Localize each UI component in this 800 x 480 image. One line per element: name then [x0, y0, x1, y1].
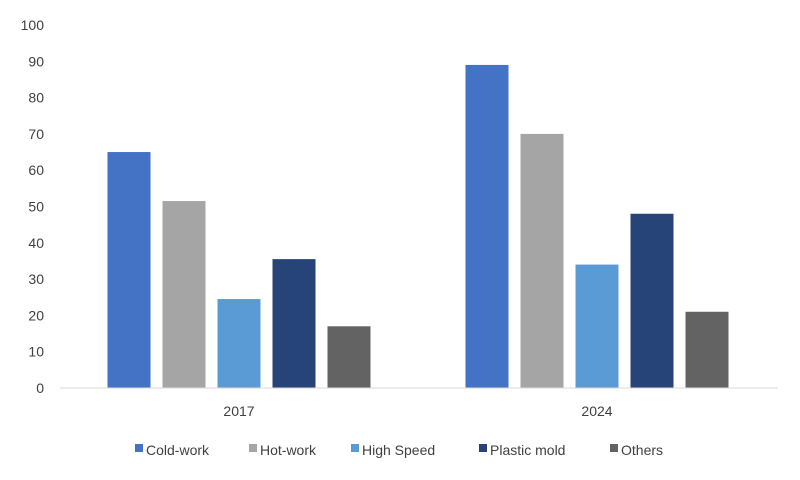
- legend-swatch: [351, 444, 359, 452]
- bar-others-2024: [685, 311, 729, 388]
- y-tick-label: 50: [28, 199, 44, 215]
- bar-plastic-mold-2017: [272, 259, 316, 388]
- y-tick-label: 100: [21, 17, 45, 33]
- y-tick-label: 30: [28, 271, 44, 287]
- y-tick-label: 60: [28, 162, 44, 178]
- legend-item-high-speed[interactable]: High Speed: [351, 442, 435, 458]
- bar-others-2017: [327, 326, 371, 388]
- bar-hot-work-2017: [162, 201, 206, 388]
- legend-item-cold-work[interactable]: Cold-work: [135, 442, 210, 458]
- bar-hot-work-2024: [520, 133, 564, 388]
- x-tick-label: 2024: [581, 403, 612, 419]
- legend-item-plastic-mold[interactable]: Plastic mold: [479, 442, 565, 458]
- bar-cold-work-2024: [465, 64, 509, 389]
- bar-cold-work-2017: [107, 152, 151, 388]
- y-axis-ticks: 0 10 20 30 40 50 60 70 80 90 100: [21, 17, 45, 396]
- x-axis-ticks: 2017 2024: [223, 403, 612, 419]
- y-tick-label: 0: [36, 380, 44, 396]
- y-tick-label: 20: [28, 307, 44, 323]
- y-tick-label: 40: [28, 235, 44, 251]
- legend-item-others[interactable]: Others: [610, 442, 663, 458]
- legend-swatch: [249, 444, 257, 452]
- legend-swatch: [479, 444, 487, 452]
- legend-swatch: [135, 444, 143, 452]
- legend-swatch: [610, 444, 618, 452]
- bar-high-speed-2017: [217, 299, 261, 388]
- legend-label: Hot-work: [260, 442, 317, 458]
- legend: Cold-work Hot-work High Speed Plastic mold O…: [135, 442, 663, 458]
- bar-plastic-mold-2024: [630, 213, 674, 388]
- bars: [107, 64, 729, 389]
- x-tick-label: 2017: [223, 403, 254, 419]
- y-tick-label: 10: [28, 344, 44, 360]
- legend-label: Plastic mold: [490, 442, 565, 458]
- legend-label: Others: [621, 442, 663, 458]
- y-tick-label: 70: [28, 126, 44, 142]
- y-tick-label: 80: [28, 90, 44, 106]
- legend-item-hot-work[interactable]: Hot-work: [249, 442, 317, 458]
- bar-high-speed-2024: [575, 264, 619, 388]
- legend-label: Cold-work: [146, 442, 210, 458]
- legend-label: High Speed: [362, 442, 435, 458]
- y-tick-label: 90: [28, 53, 44, 69]
